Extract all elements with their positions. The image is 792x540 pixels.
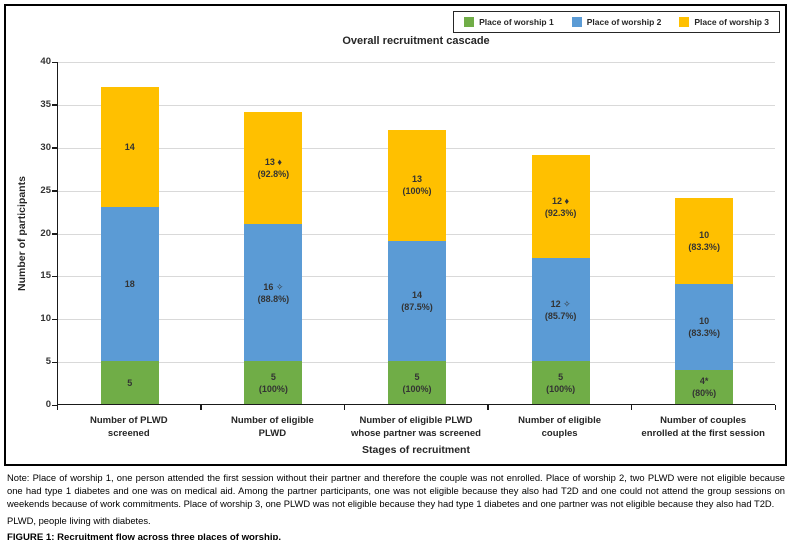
bar-segment-percent: (92.3%) xyxy=(544,207,577,218)
y-tick-label: 5 xyxy=(45,356,51,368)
bar-segment: 5 (100%) xyxy=(244,361,303,404)
bar-segment-percent: (87.5%) xyxy=(401,302,433,313)
y-tick-mark xyxy=(52,147,57,149)
y-tick-label: 15 xyxy=(40,270,51,282)
x-category-label: Number of eligible PLWD whose partner wa… xyxy=(351,415,481,439)
bar-segment-value: 12 ✧ xyxy=(550,298,571,309)
x-tick-mark xyxy=(487,405,489,410)
gridline xyxy=(58,62,775,63)
bar-segment-value: 5 xyxy=(270,371,276,382)
bar-segment: 16 ✧ (88.8%) xyxy=(244,223,303,362)
bar-segment-value: 5 xyxy=(558,371,564,382)
x-category-label: Number of eligible couples xyxy=(518,415,602,439)
y-tick-label: 0 xyxy=(45,399,51,410)
x-tick-mark xyxy=(343,405,346,410)
bar-segment-percent: (100%) xyxy=(258,383,288,394)
legend-item: Place of worship 2 xyxy=(571,17,662,27)
x-axis-title: Stages of recruitment xyxy=(362,444,470,456)
bar-segment-percent: (100%) xyxy=(402,383,432,394)
x-category-label: Number of eligible PLWD xyxy=(230,415,314,439)
x-category-label: Number of couples enrolled at the first … xyxy=(641,415,765,439)
abbreviation-note: PLWD, people living with diabetes. xyxy=(7,514,151,526)
y-tick-label: 30 xyxy=(40,141,51,153)
legend-item: Place of worship 3 xyxy=(679,17,769,27)
bar-segment-value: 5 xyxy=(414,371,420,382)
bar-segment-percent: (92.8%) xyxy=(257,169,290,180)
figure-caption: FIGURE 1: Recruitment flow across three … xyxy=(7,531,282,540)
bar-segment-value: 14 xyxy=(124,141,135,152)
legend-item-label: Place of worship 3 xyxy=(694,17,769,27)
legend-swatch-worship-3 xyxy=(679,17,690,27)
y-tick-mark xyxy=(52,190,57,192)
y-tick-mark xyxy=(52,404,57,406)
y-tick-mark xyxy=(52,361,57,364)
bar-segment-value: 5 xyxy=(127,377,133,388)
chart-figure: Place of worship 1 Place of worship 2 Plac… xyxy=(4,4,787,466)
y-tick-mark xyxy=(52,104,57,106)
bar-segment-percent: (88.8%) xyxy=(257,293,290,304)
figure-notes: Note: Place of worship 1, one person att… xyxy=(7,471,785,540)
chart-title: Overall recruitment cascade xyxy=(342,35,490,47)
bar-segment-value: 14 xyxy=(411,290,422,301)
legend-item-label: Place of worship 1 xyxy=(479,17,554,27)
x-category-label: Number of PLWD screened xyxy=(90,415,168,439)
x-tick-mark xyxy=(56,405,58,410)
bar-segment-value: 10 xyxy=(699,230,710,241)
bar-segment-value: 13 xyxy=(411,174,422,185)
bar-segment: 10 (83.3%) xyxy=(675,198,734,284)
y-tick-label: 10 xyxy=(40,313,51,325)
bar-segment-value: 12 ♦ xyxy=(552,195,570,206)
plot-area: 5 18 14 5 (100%) 16 ✧ (88.8%) 13 ♦ (92.8%) 5 (100%… xyxy=(57,62,775,405)
bar-segment: 14 (87.5%) xyxy=(388,241,446,362)
y-tick-label: 20 xyxy=(40,227,51,239)
bar-segment-value: 10 xyxy=(699,315,710,326)
bar-segment: 14 xyxy=(100,86,159,207)
x-tick-mark xyxy=(200,405,202,410)
x-tick-mark xyxy=(630,405,633,410)
bar-segment-percent: (100%) xyxy=(546,383,576,394)
bar-segment: 12 ✧ (85.7%) xyxy=(531,258,590,362)
y-tick-label: 35 xyxy=(40,98,51,110)
bar-segment: 5 (100%) xyxy=(531,361,590,404)
legend-swatch-worship-1 xyxy=(464,17,475,27)
bar-segment-percent: (83.3%) xyxy=(688,242,720,253)
bar-segment-value: 13 ♦ xyxy=(264,157,282,168)
y-tick-label: 25 xyxy=(40,184,51,196)
bar-segment-percent: (80%) xyxy=(692,387,717,398)
bar-segment: 13 ♦ (92.8%) xyxy=(244,112,303,224)
legend-item-label: Place of worship 2 xyxy=(586,17,662,27)
x-tick-mark xyxy=(774,405,776,410)
chart-legend: Place of worship 1 Place of worship 2 Plac… xyxy=(453,11,780,33)
bar-segment-percent: (85.7%) xyxy=(544,310,577,321)
y-tick-label: 40 xyxy=(40,56,51,67)
bar-segment-percent: (83.3%) xyxy=(688,327,720,338)
note-text: Note: Place of worship 1, one person att… xyxy=(7,472,785,510)
bar-segment: 12 ♦ (92.3%) xyxy=(531,155,590,259)
y-tick-mark xyxy=(52,318,57,321)
legend-swatch-worship-2 xyxy=(571,17,582,27)
bar-segment: 13 (100%) xyxy=(388,129,446,242)
y-tick-mark xyxy=(52,275,57,278)
bar-segment: 5 (100%) xyxy=(388,361,446,404)
bar-segment: 10 (83.3%) xyxy=(675,283,734,370)
bar-segment-value: 16 ✧ xyxy=(263,281,284,292)
bar-segment-value: 4* xyxy=(699,375,709,386)
legend-item: Place of worship 1 xyxy=(464,17,554,27)
y-tick-mark xyxy=(52,61,57,63)
bar-segment: 4* (80%) xyxy=(675,369,734,404)
bar-segment-percent: (100%) xyxy=(402,186,432,197)
gridline xyxy=(58,104,775,106)
bar-segment: 18 xyxy=(100,206,159,362)
bar-segment: 5 xyxy=(100,361,159,404)
bar-segment-value: 18 xyxy=(124,278,135,289)
y-tick-mark xyxy=(52,233,57,235)
